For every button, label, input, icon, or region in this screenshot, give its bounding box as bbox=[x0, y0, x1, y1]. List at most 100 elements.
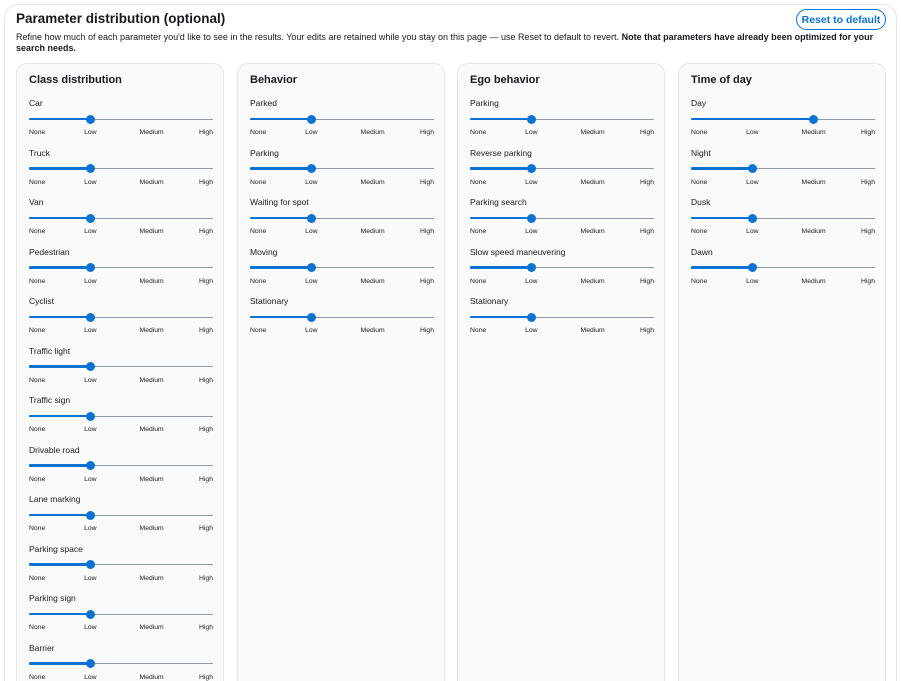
slider-thumb[interactable] bbox=[306, 213, 316, 223]
tick-label-low: Low bbox=[525, 129, 538, 136]
slider-track[interactable] bbox=[250, 267, 434, 269]
tick-label-high: High bbox=[861, 228, 875, 235]
slider-track[interactable] bbox=[29, 217, 213, 219]
slider-thumb[interactable] bbox=[85, 609, 95, 619]
traffic-sign-slider[interactable] bbox=[29, 409, 213, 423]
slider-thumb[interactable] bbox=[85, 263, 95, 272]
slider-fill bbox=[29, 612, 91, 616]
slider-thumb[interactable] bbox=[85, 560, 95, 569]
parked-slider[interactable] bbox=[250, 112, 434, 126]
slider-thumb[interactable] bbox=[747, 213, 757, 223]
tick-label-medium: Medium bbox=[360, 129, 385, 136]
slider-track[interactable] bbox=[29, 613, 213, 615]
tick-label-high: High bbox=[420, 129, 434, 136]
panel-behavior: Behavior Parked None Low Medium High Parking No… bbox=[237, 63, 445, 681]
slider-thumb[interactable] bbox=[306, 263, 316, 272]
slider-thumb[interactable] bbox=[809, 114, 819, 124]
slider-thumb[interactable] bbox=[85, 114, 95, 124]
slider-track[interactable] bbox=[29, 465, 213, 467]
slider-track[interactable] bbox=[29, 316, 213, 318]
param-label: Cyclist bbox=[29, 296, 55, 306]
pedestrian-slider[interactable] bbox=[29, 261, 213, 275]
slider-thumb[interactable] bbox=[526, 213, 536, 223]
slider-thumb[interactable] bbox=[526, 164, 536, 173]
parking-search-slider[interactable] bbox=[470, 211, 654, 225]
day-slider[interactable] bbox=[691, 112, 875, 126]
slider-thumb[interactable] bbox=[747, 263, 757, 272]
slider-track[interactable] bbox=[250, 168, 434, 170]
slider-thumb[interactable] bbox=[306, 114, 316, 124]
slider-fill bbox=[29, 216, 91, 220]
slider-thumb[interactable] bbox=[85, 164, 95, 173]
slider-track[interactable] bbox=[691, 217, 875, 219]
barrier-slider[interactable] bbox=[29, 657, 213, 671]
slider-thumb[interactable] bbox=[306, 312, 316, 322]
reverse-parking-slider[interactable] bbox=[470, 162, 654, 176]
slider-track[interactable] bbox=[29, 564, 213, 566]
traffic-light-slider[interactable] bbox=[29, 360, 213, 374]
cyclist-slider[interactable] bbox=[29, 310, 213, 324]
slider-fill bbox=[29, 563, 91, 566]
night-slider[interactable] bbox=[691, 162, 875, 176]
slider-track[interactable] bbox=[29, 366, 213, 368]
slider-track[interactable] bbox=[29, 514, 213, 516]
slider-track[interactable] bbox=[29, 168, 213, 170]
slider-thumb[interactable] bbox=[526, 312, 536, 322]
slider-track[interactable] bbox=[250, 217, 434, 219]
slider-track[interactable] bbox=[470, 316, 654, 318]
param-label: Dawn bbox=[691, 246, 713, 257]
slider-track[interactable] bbox=[470, 217, 654, 219]
parking-slider[interactable] bbox=[250, 162, 434, 176]
param-barrier: Barrier None Low Medium High bbox=[29, 643, 213, 681]
tick-label-none: None bbox=[470, 178, 487, 186]
slider-tick-labels: None Low Medium High bbox=[470, 129, 654, 139]
param-label: Stationary bbox=[250, 296, 289, 306]
lane-marking-slider[interactable] bbox=[29, 508, 213, 522]
slider-track[interactable] bbox=[470, 168, 654, 170]
param-waiting-for-spot: Waiting for spot None Low Medium High bbox=[250, 197, 434, 243]
slider-thumb[interactable] bbox=[85, 362, 95, 371]
slider-track[interactable] bbox=[29, 267, 213, 269]
van-slider[interactable] bbox=[29, 211, 213, 225]
slider-track[interactable] bbox=[691, 267, 875, 269]
slider-thumb[interactable] bbox=[85, 213, 95, 223]
slider-tick-labels: None Low Medium High bbox=[29, 575, 213, 585]
slider-thumb[interactable] bbox=[526, 114, 536, 124]
waiting-for-spot-slider[interactable] bbox=[250, 211, 434, 225]
truck-slider[interactable] bbox=[29, 162, 213, 176]
slider-thumb[interactable] bbox=[526, 263, 536, 272]
slider-track[interactable] bbox=[29, 663, 213, 665]
slider-thumb[interactable] bbox=[85, 510, 95, 520]
slider-thumb[interactable] bbox=[85, 411, 95, 421]
car-slider[interactable] bbox=[29, 112, 213, 126]
stationary-slider[interactable] bbox=[470, 310, 654, 324]
param-label: Parking sign bbox=[29, 593, 76, 603]
slider-thumb[interactable] bbox=[747, 164, 757, 173]
slider-thumb[interactable] bbox=[85, 312, 95, 322]
slider-track[interactable] bbox=[691, 168, 875, 170]
parking-sign-slider[interactable] bbox=[29, 607, 213, 621]
moving-slider[interactable] bbox=[250, 261, 434, 275]
slider-track[interactable] bbox=[470, 118, 654, 120]
tick-label-medium: Medium bbox=[580, 228, 605, 235]
slider-tick-labels: None Low Medium High bbox=[29, 426, 213, 436]
dawn-slider[interactable] bbox=[691, 261, 875, 275]
reset-to-default-button[interactable]: Reset to default bbox=[796, 9, 886, 30]
slider-fill bbox=[691, 167, 753, 170]
dusk-slider[interactable] bbox=[691, 211, 875, 225]
slider-track[interactable] bbox=[470, 267, 654, 269]
slider-thumb[interactable] bbox=[306, 164, 316, 173]
slider-track[interactable] bbox=[250, 118, 434, 120]
slider-thumb[interactable] bbox=[85, 461, 95, 470]
tick-label-none: None bbox=[691, 178, 708, 186]
slow-speed-maneuvering-slider[interactable] bbox=[470, 261, 654, 275]
stationary-slider[interactable] bbox=[250, 310, 434, 324]
parking-slider[interactable] bbox=[470, 112, 654, 126]
param-moving: Moving None Low Medium High bbox=[250, 247, 434, 293]
slider-track[interactable] bbox=[29, 415, 213, 417]
slider-thumb[interactable] bbox=[85, 659, 95, 668]
drivable-road-slider[interactable] bbox=[29, 459, 213, 473]
parking-space-slider[interactable] bbox=[29, 558, 213, 572]
slider-track[interactable] bbox=[29, 118, 213, 120]
slider-track[interactable] bbox=[250, 316, 434, 318]
